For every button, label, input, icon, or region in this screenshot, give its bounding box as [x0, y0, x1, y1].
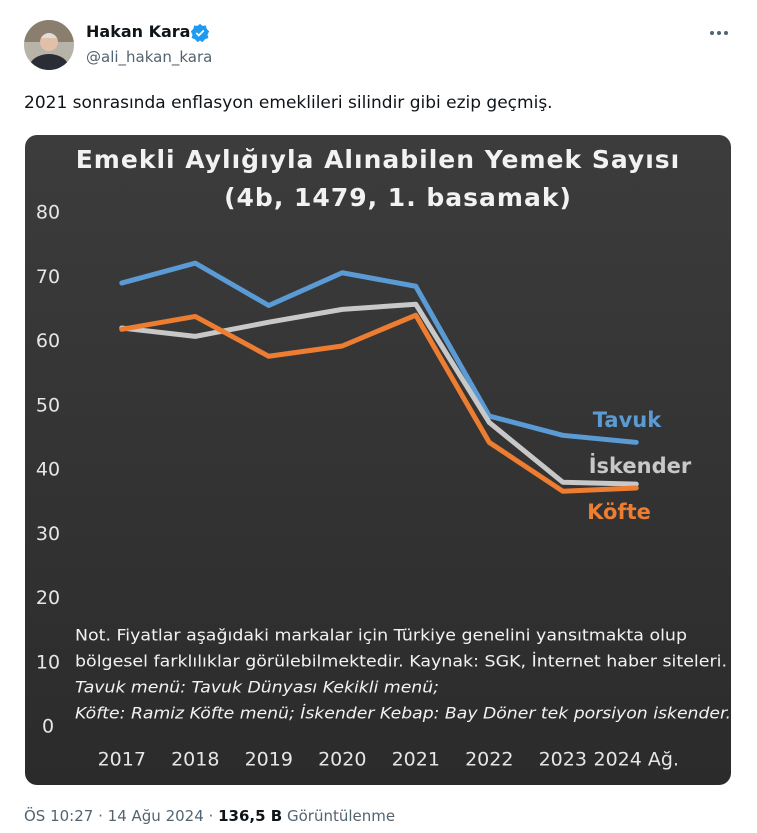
series-label: İskender — [589, 453, 692, 478]
y-tick-label: 10 — [36, 651, 60, 673]
x-tick-label: 2018 — [171, 749, 219, 771]
separator: · — [98, 807, 103, 825]
view-label: Görüntülenme — [287, 807, 396, 825]
x-tick-label: 2023 — [539, 749, 587, 771]
x-tick-label: 2017 — [98, 749, 146, 771]
x-tick-label: 2024 Ağ. — [594, 749, 680, 771]
x-tick-label: 2019 — [245, 749, 293, 771]
view-count: 136,5 B — [218, 807, 283, 825]
date[interactable]: 14 Ağu 2024 — [107, 807, 204, 825]
verified-badge — [190, 23, 210, 43]
x-tick-label: 2021 — [392, 749, 440, 771]
separator: · — [208, 807, 214, 825]
tweet-meta: ÖS 10:27 · 14 Ağu 2024 · 136,5 B Görüntü… — [24, 807, 395, 825]
series-label: Tavuk — [593, 408, 662, 432]
y-tick-label: 0 — [42, 716, 54, 738]
y-tick-label: 80 — [36, 202, 60, 224]
series-line — [119, 301, 639, 487]
more-button[interactable] — [708, 24, 730, 42]
avatar[interactable] — [24, 20, 74, 70]
y-tick-label: 60 — [36, 330, 60, 352]
author-handle[interactable]: @ali_hakan_kara — [86, 48, 213, 66]
chart-note: Not. Fiyatlar aşağıdaki markalar için Tü… — [75, 626, 687, 645]
tweet-text: 2021 sonrasında enflasyon emeklileri sil… — [24, 93, 553, 113]
chart-background — [25, 135, 731, 785]
y-tick-label: 40 — [36, 459, 60, 481]
y-tick-label: 50 — [36, 394, 60, 416]
series-label: Köfte — [587, 500, 651, 524]
x-tick-label: 2022 — [465, 749, 513, 771]
chart-note: Köfte: Ramiz Köfte menü; İskender Kebap:… — [75, 704, 731, 723]
author-name[interactable]: Hakan Kara — [86, 22, 191, 41]
y-tick-label: 20 — [36, 587, 60, 609]
y-tick-label: 70 — [36, 266, 60, 288]
chart-title: Emekli Aylığıyla Alınabilen Yemek Sayısı — [76, 145, 681, 174]
time[interactable]: ÖS 10:27 — [24, 807, 94, 825]
chart-note: Tavuk menü: Tavuk Dünyası Kekikli menü; — [75, 678, 439, 697]
chart-note: bölgesel farklılıklar görülebilmektedir.… — [75, 652, 727, 671]
x-tick-label: 2020 — [318, 749, 366, 771]
chart-subtitle: (4b, 1479, 1. basamak) — [224, 183, 572, 212]
series-line — [119, 312, 639, 494]
chart: Emekli Aylığıyla Alınabilen Yemek Sayısı… — [25, 135, 731, 785]
y-tick-label: 30 — [36, 523, 60, 545]
series-line — [119, 260, 639, 445]
